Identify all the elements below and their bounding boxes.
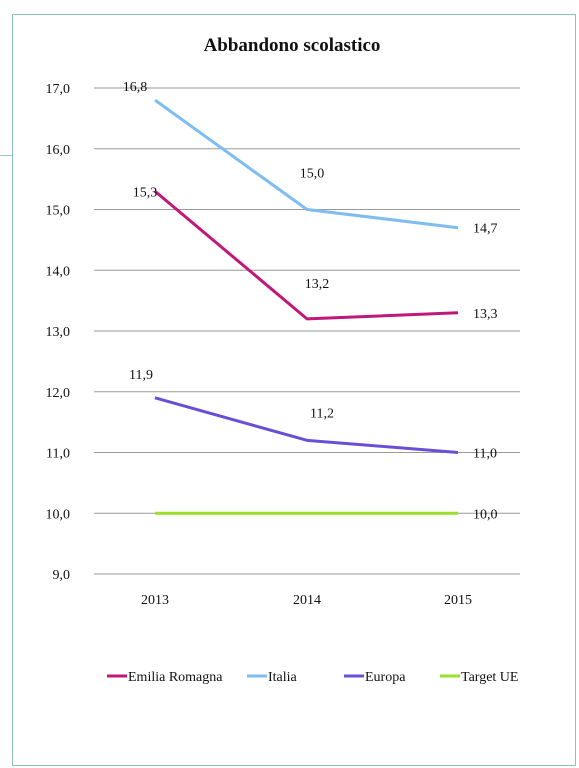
data-label: 16,8 [123,80,148,95]
data-label: 11,2 [310,406,334,421]
data-label: 13,2 [305,277,330,292]
legend-label: Target UE [461,670,518,685]
chart-title: Abbandono scolastico [204,35,381,56]
data-label: 14,7 [473,222,498,237]
x-tick-label: 2013 [141,593,169,608]
legend-label: Emilia Romagna [128,670,223,685]
y-tick-label: 16,0 [46,143,71,158]
x-tick-label: 2014 [293,593,321,608]
legend-label: Europa [365,670,406,685]
data-labels: 15,3 13,2 13,3 16,8 15,0 14,7 11,9 11,2 11,0 10,0 [123,80,498,522]
y-tick-label: 9,0 [53,568,71,583]
chart-frame [12,14,576,766]
legend-label: Italia [268,670,298,685]
y-tick-label: 17,0 [46,82,71,97]
y-tick-label: 13,0 [46,325,71,340]
series-line [154,396,459,454]
data-label: 11,0 [473,447,497,462]
series-lines [154,98,459,515]
y-tick-label: 10,0 [46,507,71,522]
y-tick-label: 14,0 [46,264,71,279]
y-axis: 9,0 10,0 11,0 12,0 13,0 14,0 15,0 16,0 17,0 [46,82,71,583]
x-tick-label: 2015 [444,593,472,608]
series-line [154,98,459,230]
data-label: 15,3 [133,185,158,200]
series-line [154,190,459,321]
data-label: 15,0 [300,167,325,182]
data-label: 11,9 [129,368,153,383]
side-marker [0,155,12,156]
y-tick-label: 12,0 [46,386,71,401]
x-axis: 2013 2014 2015 [141,593,472,608]
legend: Emilia Romagna Italia Europa Target UE [107,670,518,685]
data-label: 13,3 [473,307,498,322]
y-tick-label: 15,0 [46,204,71,219]
grid-lines [94,87,520,575]
y-tick-label: 11,0 [46,447,70,462]
data-label: 10,0 [473,507,498,522]
